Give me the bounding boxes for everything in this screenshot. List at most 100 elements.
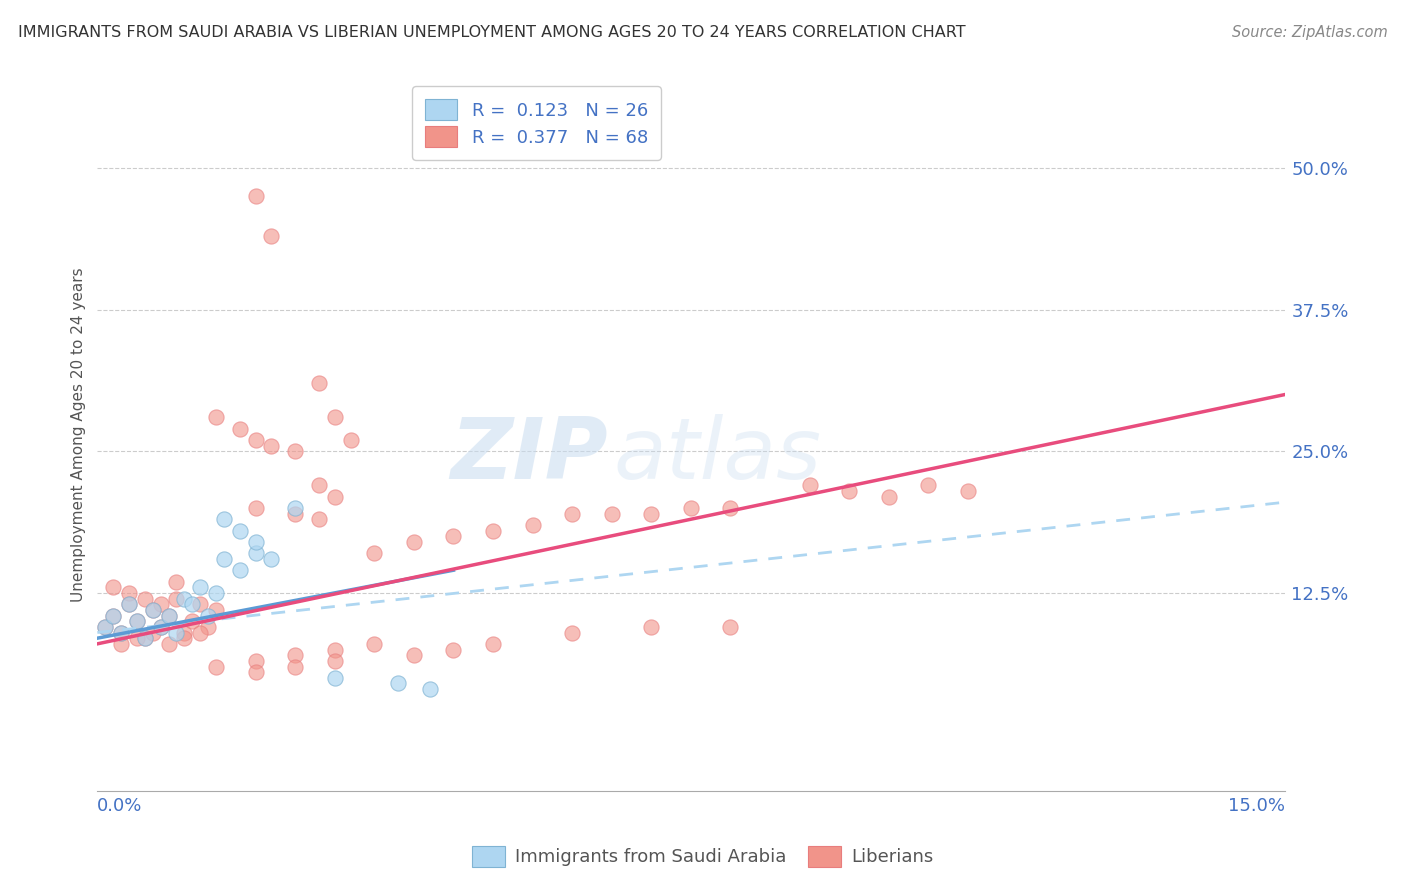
Point <box>149 597 172 611</box>
Point <box>917 478 939 492</box>
Point <box>197 620 219 634</box>
Point <box>600 507 623 521</box>
Point <box>118 597 141 611</box>
Point <box>94 620 117 634</box>
Point <box>387 676 409 690</box>
Point <box>181 614 204 628</box>
Point <box>720 500 742 515</box>
Point <box>134 631 156 645</box>
Point <box>142 603 165 617</box>
Point <box>125 614 148 628</box>
Point <box>101 580 124 594</box>
Point <box>188 597 211 611</box>
Point <box>173 631 195 645</box>
Point <box>419 682 441 697</box>
Legend: R =  0.123   N = 26, R =  0.377   N = 68: R = 0.123 N = 26, R = 0.377 N = 68 <box>412 87 661 160</box>
Point <box>323 410 346 425</box>
Point <box>363 637 385 651</box>
Text: IMMIGRANTS FROM SAUDI ARABIA VS LIBERIAN UNEMPLOYMENT AMONG AGES 20 TO 24 YEARS : IMMIGRANTS FROM SAUDI ARABIA VS LIBERIAN… <box>18 25 966 40</box>
Point <box>245 654 267 668</box>
Point <box>956 483 979 498</box>
Point <box>522 517 544 532</box>
Point <box>260 439 283 453</box>
Text: 15.0%: 15.0% <box>1227 797 1285 814</box>
Point <box>173 625 195 640</box>
Point <box>94 620 117 634</box>
Point <box>284 444 307 458</box>
Point <box>561 625 583 640</box>
Point <box>142 625 165 640</box>
Point <box>229 422 252 436</box>
Point <box>260 229 283 244</box>
Point <box>838 483 860 498</box>
Point <box>110 625 132 640</box>
Point <box>308 478 330 492</box>
Point <box>229 563 252 577</box>
Point <box>443 642 465 657</box>
Point <box>188 625 211 640</box>
Point <box>212 552 235 566</box>
Point <box>245 546 267 560</box>
Point <box>679 500 702 515</box>
Point <box>118 597 141 611</box>
Point <box>205 410 228 425</box>
Point <box>229 524 252 538</box>
Point <box>125 614 148 628</box>
Point <box>284 507 307 521</box>
Point <box>443 529 465 543</box>
Point <box>166 574 188 589</box>
Point <box>245 189 267 203</box>
Point <box>101 608 124 623</box>
Point <box>323 642 346 657</box>
Point <box>245 433 267 447</box>
Point <box>181 597 204 611</box>
Y-axis label: Unemployment Among Ages 20 to 24 years: Unemployment Among Ages 20 to 24 years <box>72 267 86 601</box>
Point <box>877 490 900 504</box>
Point <box>640 507 662 521</box>
Point <box>197 608 219 623</box>
Text: ZIP: ZIP <box>450 414 607 497</box>
Point <box>157 637 180 651</box>
Point <box>157 608 180 623</box>
Point <box>125 631 148 645</box>
Point <box>205 586 228 600</box>
Point <box>323 490 346 504</box>
Point <box>188 580 211 594</box>
Point <box>157 608 180 623</box>
Point <box>720 620 742 634</box>
Point <box>166 625 188 640</box>
Legend: Immigrants from Saudi Arabia, Liberians: Immigrants from Saudi Arabia, Liberians <box>465 838 941 874</box>
Point <box>166 591 188 606</box>
Point <box>284 659 307 673</box>
Point <box>212 512 235 526</box>
Point <box>284 648 307 662</box>
Text: Source: ZipAtlas.com: Source: ZipAtlas.com <box>1232 25 1388 40</box>
Point <box>799 478 821 492</box>
Point <box>101 608 124 623</box>
Point <box>482 524 505 538</box>
Point <box>284 500 307 515</box>
Point <box>118 586 141 600</box>
Point <box>142 603 165 617</box>
Point <box>134 591 156 606</box>
Text: atlas: atlas <box>614 414 821 497</box>
Point <box>205 603 228 617</box>
Point <box>363 546 385 560</box>
Point <box>339 433 361 447</box>
Point <box>323 671 346 685</box>
Point <box>245 535 267 549</box>
Point <box>110 625 132 640</box>
Text: 0.0%: 0.0% <box>97 797 143 814</box>
Point <box>173 591 195 606</box>
Point <box>323 654 346 668</box>
Point <box>245 665 267 680</box>
Point <box>640 620 662 634</box>
Point <box>149 620 172 634</box>
Point <box>134 631 156 645</box>
Point <box>149 620 172 634</box>
Point <box>308 376 330 391</box>
Point <box>561 507 583 521</box>
Point <box>402 535 425 549</box>
Point <box>482 637 505 651</box>
Point <box>260 552 283 566</box>
